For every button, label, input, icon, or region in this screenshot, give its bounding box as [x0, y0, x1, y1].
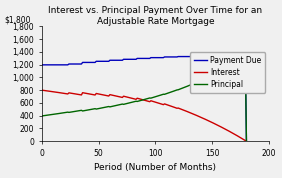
Principal — [245, 140, 248, 142]
Interest — [244, 140, 247, 142]
Payment Due — [71, 63, 74, 65]
Principal — [138, 100, 141, 102]
Interest — [71, 92, 74, 95]
Payment Due — [139, 57, 142, 59]
Principal — [97, 108, 100, 110]
Principal — [139, 100, 142, 102]
Interest — [245, 140, 248, 142]
Line: Interest: Interest — [42, 90, 246, 141]
Payment Due — [138, 57, 141, 59]
Payment Due — [245, 140, 248, 142]
Line: Principal: Principal — [42, 57, 246, 141]
Interest — [210, 121, 213, 123]
Interest — [40, 89, 43, 91]
Interest — [138, 98, 141, 100]
Payment Due — [177, 56, 180, 58]
Principal — [40, 115, 43, 117]
Principal — [57, 112, 60, 115]
Principal — [244, 56, 247, 58]
Title: Interest vs. Principal Payment Over Time for an
Adjustable Rate Mortgage: Interest vs. Principal Payment Over Time… — [48, 6, 263, 26]
Line: Payment Due: Payment Due — [42, 57, 246, 141]
Interest — [57, 91, 60, 94]
Payment Due — [211, 56, 214, 58]
Text: $1,800: $1,800 — [4, 15, 30, 24]
Payment Due — [40, 64, 43, 66]
Payment Due — [57, 64, 60, 66]
X-axis label: Period (Number of Months): Period (Number of Months) — [94, 163, 216, 172]
Principal — [210, 75, 213, 77]
Principal — [71, 111, 74, 113]
Payment Due — [97, 60, 100, 62]
Interest — [139, 98, 142, 100]
Legend: Payment Due, Interest, Principal: Payment Due, Interest, Principal — [190, 52, 265, 93]
